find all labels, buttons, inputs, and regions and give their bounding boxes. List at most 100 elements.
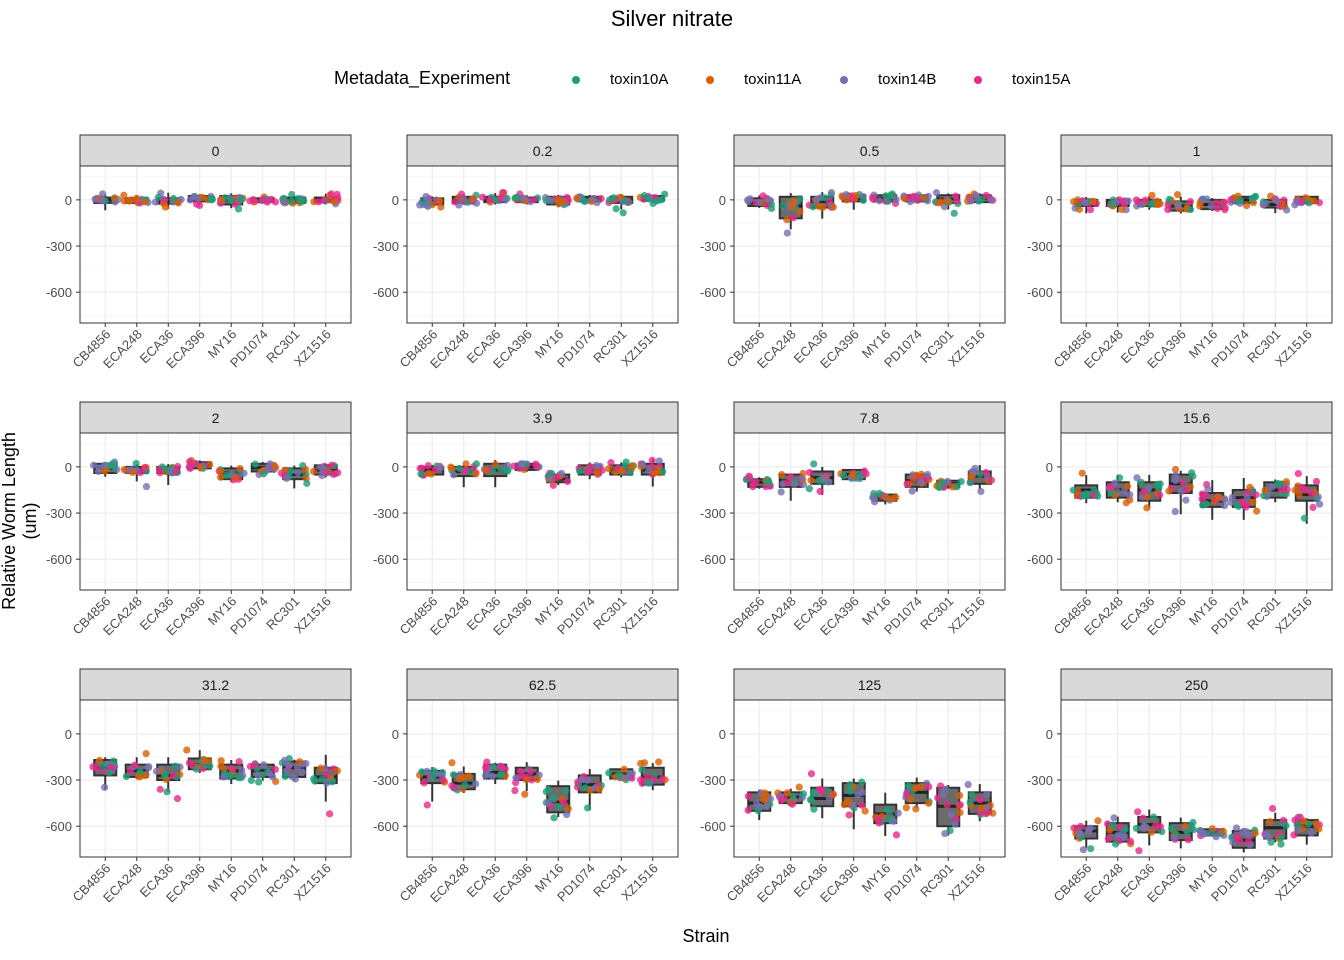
data-point	[1300, 514, 1309, 522]
data-point	[655, 758, 663, 766]
data-point	[744, 806, 752, 814]
data-point	[1132, 824, 1140, 832]
data-point	[1198, 495, 1206, 503]
y-tick-label: -600	[373, 819, 399, 834]
data-point	[1198, 195, 1207, 203]
y-tick-label: -300	[373, 506, 399, 521]
panel-border	[406, 165, 679, 324]
data-point	[1171, 477, 1180, 485]
y-tick-label: -300	[373, 773, 399, 788]
data-point	[1316, 500, 1324, 508]
data-point	[819, 203, 827, 212]
data-point	[1227, 498, 1235, 506]
data-point	[207, 196, 216, 204]
data-point	[621, 462, 629, 470]
data-point	[428, 773, 436, 781]
data-point	[1213, 199, 1221, 207]
data-point	[423, 801, 431, 809]
data-point	[1123, 482, 1132, 491]
y-tick-label: -300	[700, 239, 726, 254]
data-point	[334, 469, 342, 477]
data-point	[1141, 196, 1149, 204]
y-tick-label: -300	[46, 773, 72, 788]
data-point	[875, 197, 884, 205]
data-point	[612, 205, 620, 213]
data-point	[132, 194, 141, 202]
data-point	[190, 193, 198, 201]
data-point	[1111, 479, 1119, 487]
data-point	[869, 493, 877, 501]
data-point	[424, 202, 432, 211]
data-point	[281, 772, 289, 781]
data-point	[978, 195, 986, 203]
data-point	[301, 465, 310, 473]
panel-border	[733, 432, 1006, 591]
data-point	[886, 191, 894, 200]
data-point	[186, 464, 194, 472]
data-point	[798, 474, 806, 483]
data-point	[957, 477, 965, 486]
data-point	[903, 480, 911, 488]
chart-title: Silver nitrate	[610, 6, 734, 31]
data-point	[858, 788, 867, 796]
data-point	[206, 762, 214, 770]
data-point	[816, 487, 824, 496]
data-point	[1207, 829, 1215, 837]
facet-strip-label: 1	[1193, 143, 1201, 159]
panel-border	[406, 432, 679, 591]
data-point	[923, 470, 932, 479]
facet-strip-label: 31.2	[202, 677, 229, 693]
data-point	[1170, 833, 1178, 842]
data-point	[934, 794, 942, 802]
data-point	[91, 195, 99, 203]
data-point	[111, 194, 119, 202]
data-point	[1298, 483, 1306, 492]
facet-panel-125: 1250-300-600CB4856ECA248ECA36ECA396MY16P…	[700, 668, 1006, 905]
data-point	[796, 207, 804, 216]
data-point	[643, 773, 651, 781]
data-point	[790, 480, 798, 488]
data-point	[1312, 820, 1320, 828]
y-tick-label: 0	[1046, 193, 1053, 208]
data-point	[1069, 486, 1077, 494]
data-point	[217, 762, 225, 770]
data-point	[533, 463, 541, 471]
data-point	[1282, 822, 1290, 830]
data-point	[892, 831, 901, 839]
data-point	[131, 761, 139, 769]
data-point	[842, 191, 850, 199]
data-point	[846, 787, 854, 795]
data-point	[172, 468, 180, 476]
data-point	[483, 758, 491, 766]
data-point	[799, 790, 808, 798]
data-point	[1229, 838, 1237, 846]
y-tick-label: 0	[65, 460, 72, 475]
data-point	[839, 472, 848, 480]
y-tick-label: -300	[700, 506, 726, 521]
data-point	[787, 473, 795, 481]
data-point	[519, 194, 528, 202]
data-point	[1214, 493, 1222, 501]
data-point	[436, 464, 444, 472]
data-point	[609, 194, 618, 202]
data-point	[1076, 822, 1085, 831]
data-point	[1094, 492, 1102, 500]
panel-border	[733, 699, 1006, 858]
data-point	[894, 809, 902, 817]
data-point	[749, 479, 757, 487]
data-point	[192, 765, 200, 773]
data-point	[1186, 197, 1194, 206]
data-point	[163, 788, 171, 796]
facet-strip-label: 15.6	[1183, 410, 1210, 426]
data-point	[620, 765, 628, 773]
panel-border	[733, 165, 1006, 324]
data-point	[186, 458, 194, 466]
data-point	[1134, 808, 1142, 816]
data-point	[1251, 829, 1259, 837]
data-point	[555, 803, 563, 811]
data-point	[100, 783, 109, 791]
data-point	[141, 771, 150, 780]
data-point	[528, 776, 536, 784]
data-point	[966, 479, 974, 487]
data-point	[201, 757, 209, 765]
